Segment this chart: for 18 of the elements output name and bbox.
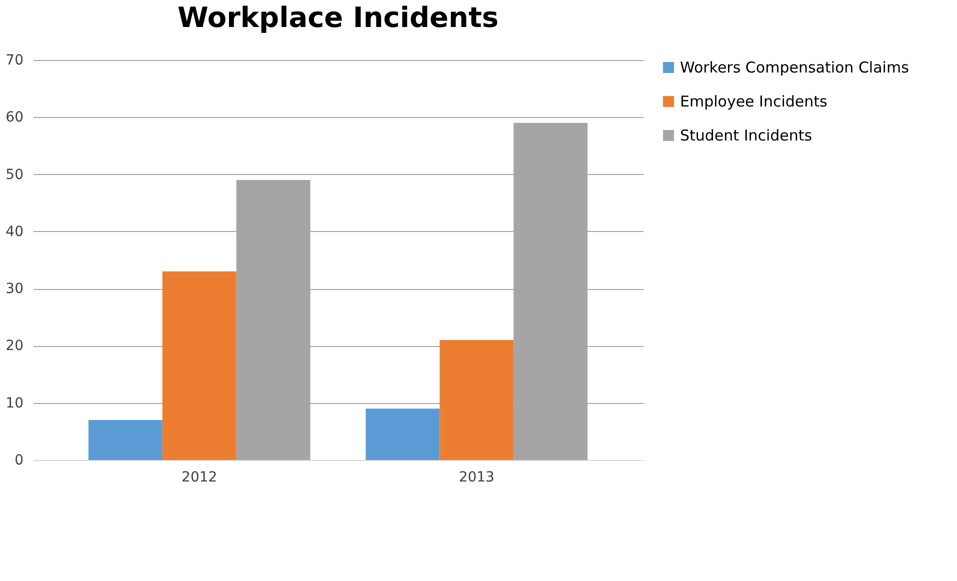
x-tick-label: 2013 <box>458 470 494 486</box>
bar <box>366 408 440 460</box>
chart-title: Workplace Incidents <box>178 1 498 34</box>
y-tick-label: 30 <box>6 281 24 298</box>
y-tick-label: 20 <box>6 338 24 354</box>
y-tick-label: 50 <box>6 166 24 183</box>
y-tick-label: 40 <box>6 224 24 240</box>
legend-label: Workers Compensation Claims <box>680 58 910 76</box>
bar <box>162 271 236 460</box>
x-tick-label: 2012 <box>182 470 218 486</box>
y-tick-label: 60 <box>6 110 24 126</box>
y-tick-label: 70 <box>6 52 24 68</box>
y-tick-label: 10 <box>6 395 24 412</box>
legend-label: Employee Incidents <box>680 92 828 110</box>
bar <box>88 420 162 460</box>
legend-label: Student Incidents <box>680 126 812 144</box>
y-tick-label: 0 <box>14 452 24 468</box>
bar <box>440 340 514 460</box>
